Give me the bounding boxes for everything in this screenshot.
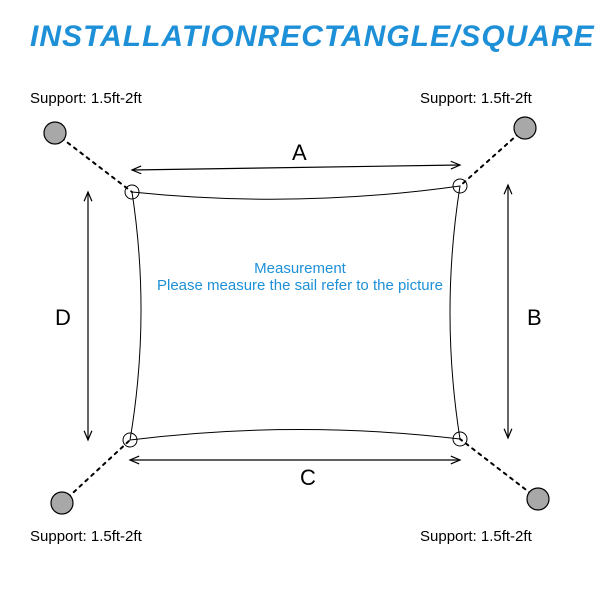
support-label-tr: Support: 1.5ft-2ft <box>420 90 532 107</box>
side-a-label: A <box>292 140 307 166</box>
side-b-label: B <box>527 305 542 331</box>
support-label-br: Support: 1.5ft-2ft <box>420 528 532 545</box>
measurement-subtitle: Please measure the sail refer to the pic… <box>100 277 500 294</box>
measurement-text: Measurement Please measure the sail refe… <box>100 260 500 294</box>
side-c-label: C <box>300 465 316 491</box>
support-label-bl: Support: 1.5ft-2ft <box>30 528 142 545</box>
side-d-label: D <box>55 305 71 331</box>
measurement-title: Measurement <box>100 260 500 277</box>
support-label-tl: Support: 1.5ft-2ft <box>30 90 142 107</box>
